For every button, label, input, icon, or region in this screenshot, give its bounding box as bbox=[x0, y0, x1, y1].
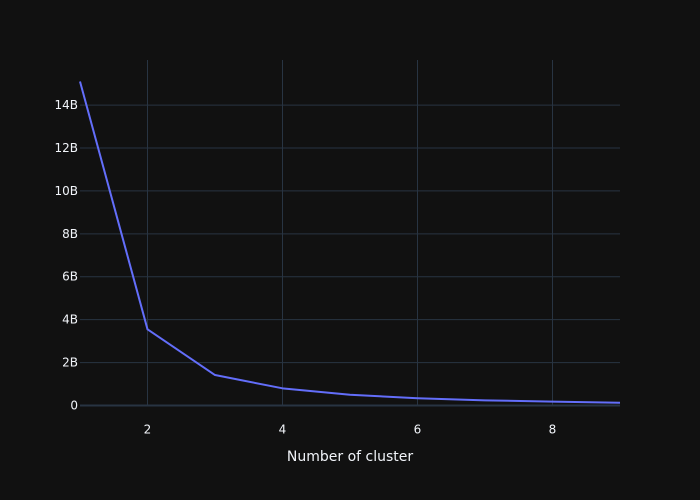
y-tick-label: 12B bbox=[54, 141, 78, 155]
x-tick-label: 8 bbox=[549, 423, 557, 437]
x-tick-label: 2 bbox=[144, 423, 152, 437]
series-layer bbox=[79, 81, 621, 404]
x-axis-title: Number of cluster bbox=[287, 449, 413, 465]
y-tick-label: 6B bbox=[62, 270, 78, 284]
y-tick-label: 14B bbox=[54, 98, 78, 112]
y-tick-label: 2B bbox=[62, 356, 78, 370]
y-tick-label: 0 bbox=[70, 399, 78, 413]
x-tick-label: 4 bbox=[279, 423, 287, 437]
x-tick-label: 6 bbox=[414, 423, 422, 437]
y-tick-label: 10B bbox=[54, 184, 78, 198]
grid-layer bbox=[80, 60, 620, 407]
y-tick-label: 4B bbox=[62, 313, 78, 327]
series-line bbox=[79, 81, 621, 404]
y-tick-label: 8B bbox=[62, 227, 78, 241]
tick-layer: 2 4 6 8 0 2B 4B 6B 8B 10B 12B 14B bbox=[54, 98, 556, 436]
